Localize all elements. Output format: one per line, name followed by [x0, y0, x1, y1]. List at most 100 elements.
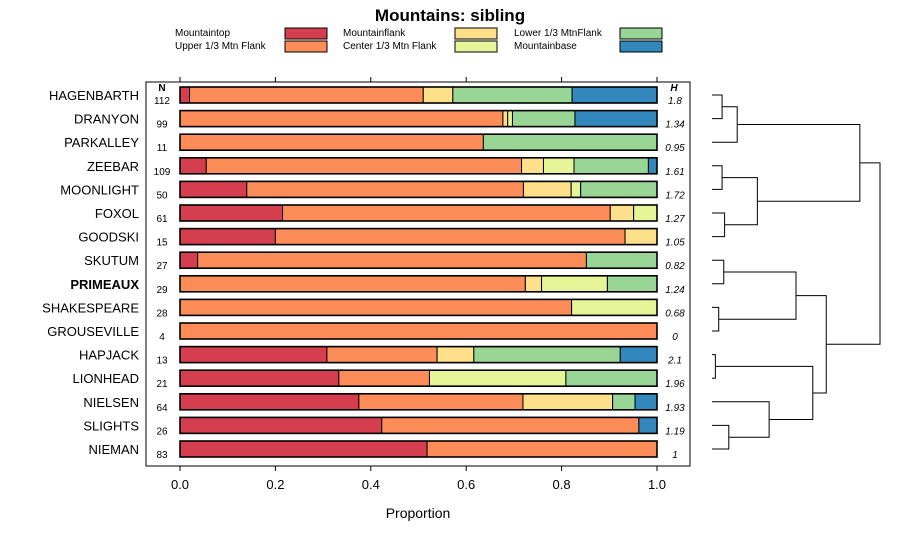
- category-label-zeebar: ZEEBAR: [87, 159, 139, 174]
- bar-segment-moonlight-lower-1-3-mtnflank: [580, 180, 658, 198]
- category-label-nielsen: NIELSEN: [83, 395, 139, 410]
- category-label-skutum: SKUTUM: [84, 253, 139, 268]
- plot-panel: [145, 81, 691, 467]
- n-value-nieman: 83: [156, 450, 168, 461]
- legend-swatch-lower-1-3-mtnflank: [619, 27, 663, 40]
- bar-segment-foxol-upper-1-3-mtn-flank: [282, 204, 611, 222]
- bar-segment-hapjack-mountaintop: [179, 346, 328, 364]
- bar-segment-slights-mountainbase: [638, 416, 658, 434]
- bar-segment-shakespeare-center-1-3-mtn-flank: [571, 298, 658, 316]
- chart-title: Mountains: sibling: [375, 6, 525, 25]
- bar-segment-hapjack-mountainflank: [436, 346, 475, 364]
- bar-segment-zeebar-mountaintop: [179, 157, 207, 175]
- bar-segment-hapjack-upper-1-3-mtn-flank: [326, 346, 438, 364]
- category-label-dranyon: DRANYON: [74, 112, 139, 127]
- bar-outline-shakespeare: [179, 298, 658, 317]
- bar-segment-lionhead-lower-1-3-mtnflank: [565, 369, 658, 387]
- category-label-foxol: FOXOL: [95, 206, 139, 221]
- bar-segment-shakespeare-upper-1-3-mtn-flank: [179, 298, 573, 316]
- bar-segment-nielsen-lower-1-3-mtnflank: [612, 393, 636, 411]
- bar-segment-slights-upper-1-3-mtn-flank: [381, 416, 640, 434]
- bar-segment-nielsen-mountaintop: [179, 393, 360, 411]
- h-value-goodski: 1.05: [665, 238, 685, 249]
- bar-outline-hapjack: [179, 345, 658, 364]
- dendrogram-branch-10: [712, 401, 770, 438]
- legend-label-mountaintop: Mountaintop: [175, 28, 230, 39]
- bar-segment-nielsen-mountainbase: [634, 393, 658, 411]
- bar-outline-dranyon: [179, 109, 658, 128]
- legend-swatch-upper-1-3-mtn-flank: [284, 40, 328, 53]
- bar-segment-lionhead-center-1-3-mtn-flank: [428, 369, 567, 387]
- h-value-shakespeare: 0.68: [665, 308, 685, 319]
- dendrogram: [712, 94, 881, 450]
- legend: Mountaintop Upper 1/3 Mtn Flank Mountainfl…: [175, 27, 663, 53]
- bar-outline-nielsen: [179, 392, 658, 411]
- bar-segment-zeebar-center-1-3-mtn-flank: [542, 157, 575, 175]
- bar-segment-hagenbarth-mountainbase: [571, 86, 658, 104]
- bar-segment-hagenbarth-lower-1-3-mtnflank: [452, 86, 573, 104]
- n-value-dranyon: 99: [156, 120, 168, 131]
- h-value-primeaux: 1.24: [665, 285, 685, 296]
- x-tick-label-4: 0.8: [553, 477, 571, 492]
- bar-segment-slights-mountaintop: [179, 416, 383, 434]
- bar-segment-skutum-mountaintop: [179, 251, 199, 269]
- x-tick-label-1: 0.2: [266, 477, 284, 492]
- category-label-lionhead: LIONHEAD: [73, 371, 139, 386]
- bar-segment-foxol-center-1-3-mtn-flank: [633, 204, 658, 222]
- bar-segment-zeebar-lower-1-3-mtnflank: [573, 157, 649, 175]
- h-value-foxol: 1.27: [665, 214, 685, 225]
- bar-segment-dranyon-mountainbase: [574, 110, 658, 128]
- bar-outline-slights: [179, 416, 658, 435]
- dendrogram-branch-12: [737, 124, 861, 202]
- bar-segment-lionhead-upper-1-3-mtn-flank: [338, 369, 430, 387]
- bar-segment-dranyon-upper-1-3-mtn-flank: [179, 110, 504, 128]
- h-value-slights: 1.19: [665, 426, 685, 437]
- bar-segment-primeaux-upper-1-3-mtn-flank: [179, 275, 526, 293]
- bar-segment-dranyon-mountainflank: [502, 110, 509, 128]
- dendrogram-branch-7: [712, 106, 738, 143]
- h-value-nieman: 1: [672, 450, 678, 461]
- bar-segment-nielsen-upper-1-3-mtn-flank: [358, 393, 524, 411]
- dendrogram-branch-14: [826, 162, 881, 345]
- bar-segment-zeebar-upper-1-3-mtn-flank: [205, 157, 523, 175]
- category-label-shakespeare: SHAKESPEARE: [42, 300, 139, 315]
- dendrogram-branch-4: [712, 424, 730, 450]
- h-value-dranyon: 1.34: [665, 120, 685, 131]
- category-label-primeaux: PRIMEAUX: [70, 277, 139, 292]
- bar-segment-parkalley-upper-1-3-mtn-flank: [179, 133, 484, 151]
- bar-segment-foxol-mountainflank: [609, 204, 635, 222]
- legend-swatch-mountaintop: [284, 27, 328, 40]
- n-value-parkalley: 11: [157, 143, 168, 154]
- x-tick-label-5: 1.0: [648, 477, 666, 492]
- bar-segment-dranyon-center-1-3-mtn-flank: [507, 110, 513, 128]
- legend-label-upper-1-3-mtn-flank: Upper 1/3 Mtn Flank: [175, 41, 267, 52]
- n-value-skutum: 27: [156, 261, 168, 272]
- dendrogram-branch-9: [718, 271, 797, 320]
- bar-segment-nieman-upper-1-3-mtn-flank: [426, 440, 658, 458]
- bar-segment-zeebar-mountainflank: [521, 157, 544, 175]
- bar-segment-goodski-mountainflank: [624, 228, 658, 246]
- h-value-zeebar: 1.61: [665, 167, 684, 178]
- dendrogram-branch-0: [712, 94, 723, 120]
- legend-label-mountainflank: Mountainflank: [343, 28, 406, 39]
- h-value-hapjack: 2.1: [667, 356, 682, 367]
- dendrogram-branch-13: [796, 295, 827, 394]
- bar-segment-hagenbarth-mountaintop: [179, 86, 191, 104]
- bar-segment-primeaux-center-1-3-mtn-flank: [541, 275, 608, 293]
- bar-outline-goodski: [179, 227, 658, 246]
- bar-outline-parkalley: [179, 133, 658, 151]
- category-label-moonlight: MOONLIGHT: [60, 182, 139, 197]
- legend-label-lower-1-3-mtnflank: Lower 1/3 MtnFlank: [514, 28, 603, 39]
- x-tick-label-2: 0.4: [362, 477, 380, 492]
- dendrogram-branch-11: [715, 365, 814, 420]
- bar-segment-primeaux-mountainflank: [524, 275, 543, 293]
- dendrogram-branch-5: [712, 259, 725, 285]
- bar-segment-skutum-upper-1-3-mtn-flank: [197, 251, 587, 269]
- n-value-nielsen: 64: [156, 403, 168, 414]
- bar-segment-moonlight-center-1-3-mtn-flank: [570, 180, 582, 198]
- n-value-slights: 26: [156, 426, 168, 437]
- bar-outline-hagenbarth: [179, 86, 658, 104]
- bar-outline-zeebar: [179, 157, 658, 175]
- dendrogram-branch-8: [722, 177, 758, 226]
